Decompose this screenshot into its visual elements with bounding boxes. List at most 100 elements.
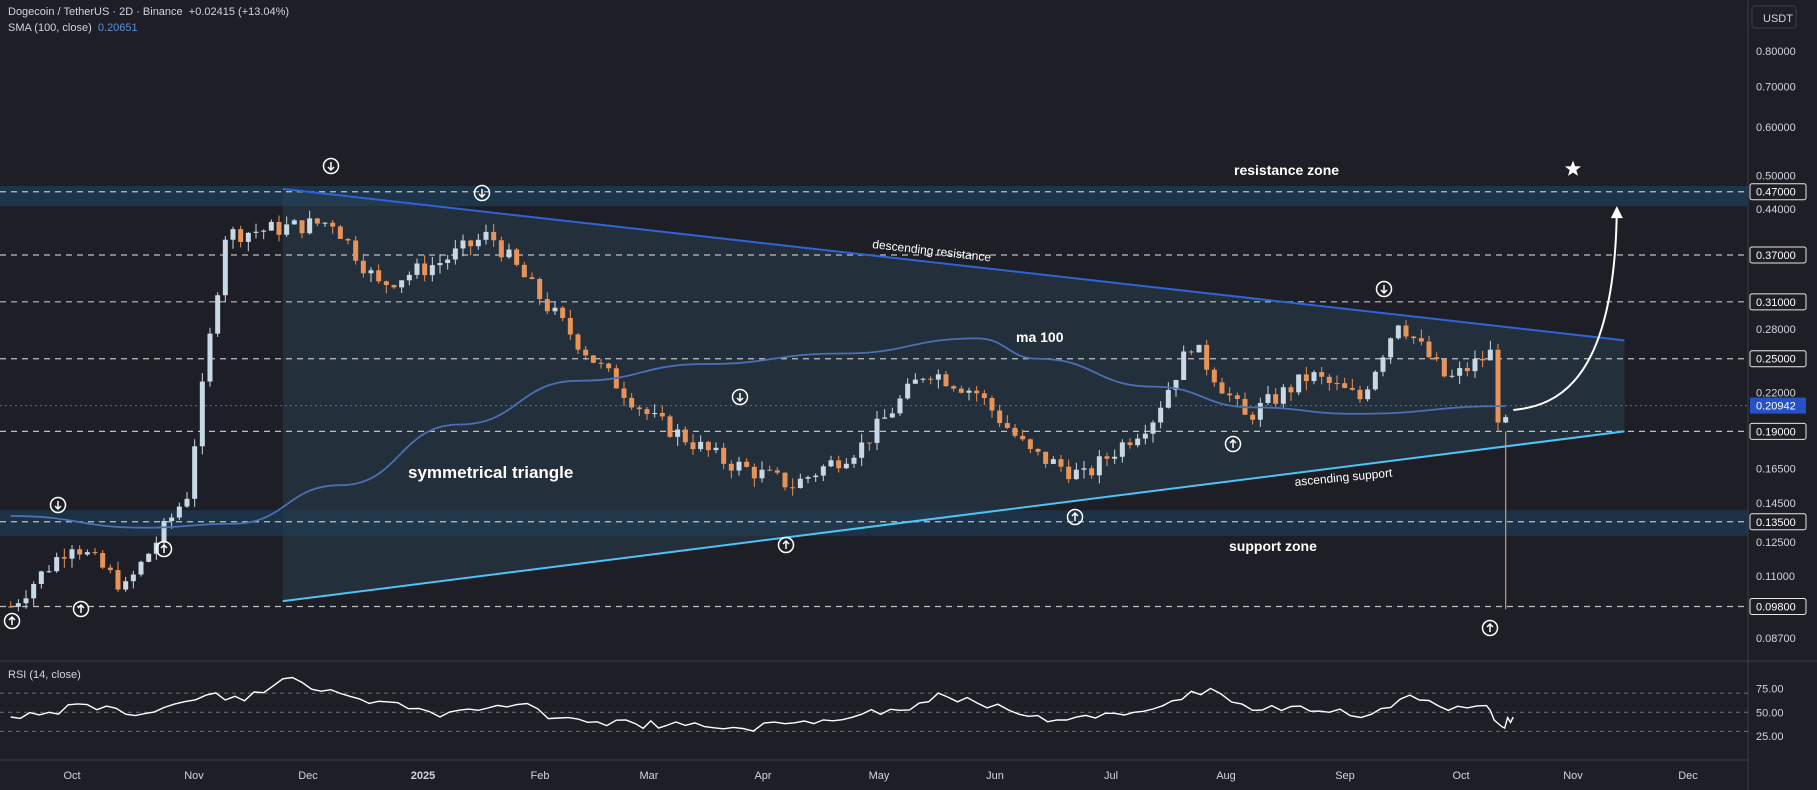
candle	[360, 260, 366, 274]
candle	[1472, 358, 1478, 372]
candle	[475, 239, 481, 247]
candle	[836, 460, 842, 469]
time-tick: 2025	[411, 770, 435, 782]
triangle-label: symmetrical triangle	[408, 463, 573, 482]
candle	[31, 584, 37, 599]
candle	[759, 469, 765, 479]
candle	[629, 397, 635, 408]
support-zone-label: support zone	[1229, 538, 1317, 554]
marker-head	[1229, 438, 1237, 444]
candle	[230, 229, 236, 240]
candle	[8, 606, 14, 608]
candle	[1211, 369, 1217, 383]
candle	[567, 318, 573, 335]
candle	[1265, 394, 1271, 403]
marker-circle	[1375, 280, 1393, 298]
candle	[636, 407, 642, 410]
marker-head	[327, 166, 335, 172]
candle	[1280, 387, 1286, 404]
candle	[1464, 368, 1470, 372]
swing-high-arrow-icon	[322, 157, 340, 175]
candle	[552, 307, 558, 312]
candle	[1403, 325, 1409, 337]
candle	[920, 378, 926, 380]
candle	[575, 334, 581, 350]
marker-circle	[473, 184, 491, 202]
price-tick: 0.28000	[1756, 324, 1796, 336]
candle	[437, 263, 443, 266]
candle	[1165, 389, 1171, 408]
candle	[268, 221, 274, 231]
candle	[15, 603, 21, 607]
candle	[138, 561, 144, 575]
candle	[1372, 371, 1378, 390]
candle	[943, 374, 949, 387]
candle	[889, 413, 895, 418]
time-tick: Jun	[986, 770, 1004, 782]
support-zone	[0, 510, 1748, 536]
star-icon	[1564, 160, 1582, 176]
swing-high-arrow-icon	[731, 388, 749, 406]
candle	[146, 553, 152, 562]
time-tick: Dec	[1678, 770, 1698, 782]
candle	[790, 487, 796, 489]
candle	[445, 259, 451, 264]
swing-high-arrow-icon	[473, 184, 491, 202]
time-tick: Aug	[1216, 770, 1236, 782]
time-tick: Sep	[1335, 770, 1355, 782]
candle	[383, 281, 389, 286]
candle	[529, 277, 535, 279]
candle	[1250, 414, 1256, 420]
candle	[1357, 389, 1363, 400]
candle	[376, 270, 382, 282]
time-tick: Feb	[531, 770, 550, 782]
marker-head	[782, 539, 790, 545]
candle	[422, 263, 428, 276]
level-tick: 0.47000	[1756, 187, 1796, 199]
candle	[1388, 338, 1394, 358]
candle	[1127, 442, 1133, 446]
candle	[935, 374, 941, 380]
candle	[767, 469, 773, 471]
candle	[974, 390, 980, 394]
candle	[107, 567, 113, 571]
candle	[1487, 349, 1493, 361]
candle	[774, 470, 780, 473]
level-tag	[1749, 350, 1807, 368]
candle	[1196, 344, 1202, 353]
price-tick: 0.14500	[1756, 498, 1796, 510]
current-price-tick: 0.20942	[1756, 401, 1796, 413]
candle	[399, 280, 405, 288]
candle	[805, 477, 811, 479]
candle	[199, 381, 205, 447]
triangle-area	[282, 188, 1625, 602]
level-tick: 0.13500	[1756, 517, 1796, 529]
candle	[414, 263, 420, 275]
marker-head	[478, 193, 486, 199]
candle	[1150, 422, 1156, 434]
level-tick: 0.19000	[1756, 426, 1796, 438]
candle	[537, 278, 543, 300]
candle	[353, 240, 359, 261]
time-tick: Mar	[640, 770, 659, 782]
candle	[1058, 459, 1064, 467]
candle	[928, 378, 934, 380]
candle	[161, 520, 167, 543]
swing-low-arrow-icon	[1224, 435, 1242, 453]
candle	[713, 447, 719, 451]
candle	[452, 248, 458, 260]
candle	[1096, 456, 1102, 476]
candle	[958, 388, 964, 393]
candle	[912, 379, 918, 384]
candle	[1326, 376, 1332, 384]
candle	[184, 498, 190, 507]
sma-value: 0.20651	[97, 22, 138, 34]
candle	[1311, 372, 1317, 382]
level-tick: 0.25000	[1756, 354, 1796, 366]
candle	[728, 463, 734, 471]
candle	[1181, 351, 1187, 380]
time-tick: Dec	[298, 770, 318, 782]
candle	[222, 239, 228, 296]
candle	[46, 571, 52, 573]
